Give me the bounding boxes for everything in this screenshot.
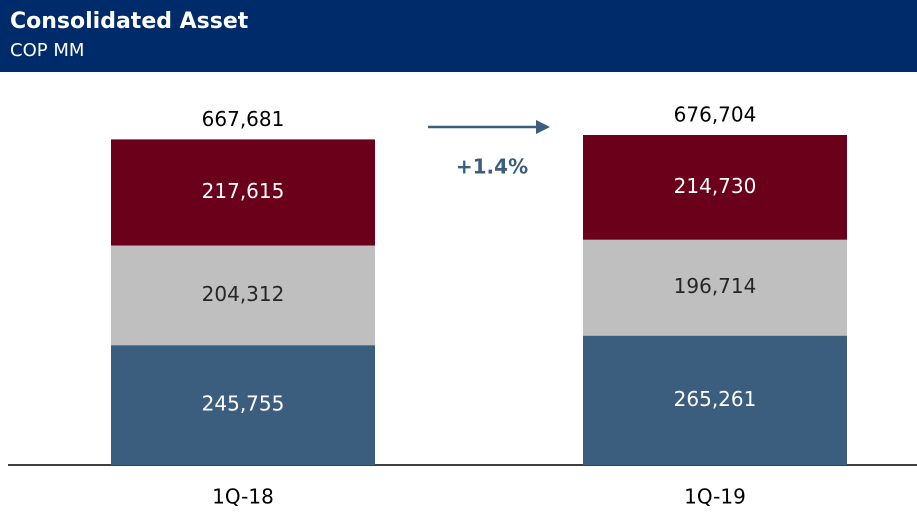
value-label: 265,261 <box>674 387 757 411</box>
value-label: 214,730 <box>674 174 757 198</box>
value-label: 204,312 <box>202 282 285 306</box>
chart-subtitle: COP MM <box>10 40 84 61</box>
arrow-head <box>536 120 550 134</box>
header-band <box>0 0 917 72</box>
bar-segment <box>583 239 847 336</box>
bar-segment <box>583 335 847 465</box>
x-tick-label: 1Q-18 <box>212 485 274 509</box>
total-label: 667,681 <box>202 107 285 131</box>
bar-segment <box>583 135 847 240</box>
value-label: 196,714 <box>674 274 757 298</box>
bar-segment <box>111 345 375 465</box>
bar-segment <box>111 139 375 246</box>
x-tick-label: 1Q-19 <box>684 485 746 509</box>
chart-title: Consolidated Asset <box>10 9 249 34</box>
bar-segment <box>111 245 375 346</box>
value-label: 217,615 <box>202 179 285 203</box>
total-label: 676,704 <box>674 103 757 127</box>
growth-annotation: +1.4% <box>456 155 528 179</box>
value-label: 245,755 <box>202 392 285 416</box>
